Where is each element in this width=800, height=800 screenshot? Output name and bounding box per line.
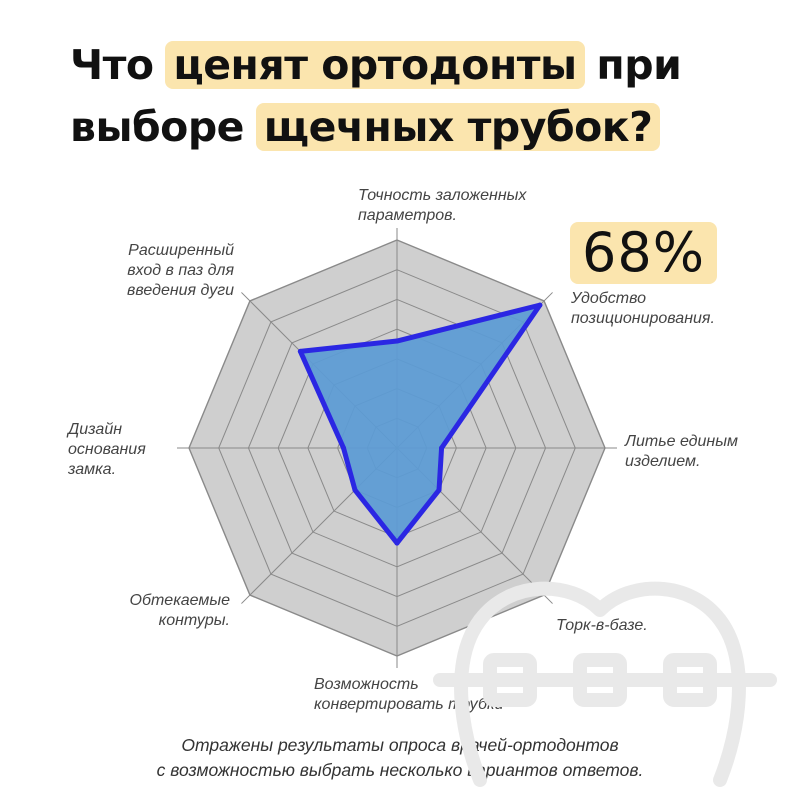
title-highlight: ценят ортодонты [165,41,585,89]
title-text: при выборе [70,41,682,151]
data-point [352,487,358,493]
axis-label: Удобство позиционирования. [571,290,715,327]
data-point [436,487,442,493]
tooth-watermark-icon [433,581,777,787]
axis-label: Торк-в-базе. [556,617,648,634]
axis-label: Точность заложенных параметров. [358,187,527,224]
title-text: Что [70,41,168,89]
radar-series [297,302,543,546]
data-point [297,348,303,354]
page-title: Что ценят ортодонты при выборе щечных тр… [70,34,770,158]
highlight-value: 68% [570,222,718,284]
title-highlight: щечных трубок? [255,103,661,151]
survey-caption: Отражены результаты опроса врачей-ортодо… [156,735,644,780]
data-point [394,338,400,344]
data-point [394,540,400,546]
axis-label: Расширенный вход в паз для введения дуги [127,242,234,299]
data-point [341,445,347,451]
data-point [537,302,543,308]
axis-label: Литье единым изделием. [625,433,738,470]
axis-label: Обтекаемые контуры. [129,592,230,629]
data-point [439,445,445,451]
axis-label: Дизайн основания замка. [68,421,146,478]
